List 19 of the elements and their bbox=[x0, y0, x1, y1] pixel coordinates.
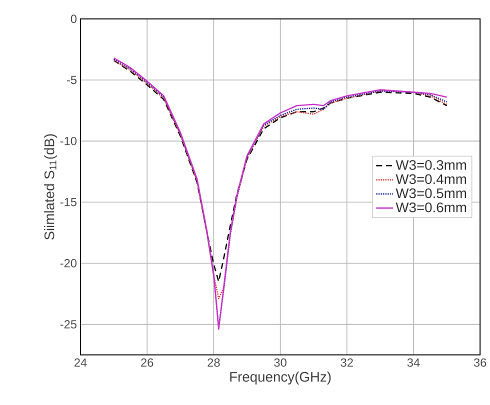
legend-label: W3=0.5mm bbox=[396, 188, 466, 198]
y-tick-label: -20 bbox=[60, 259, 77, 268]
y-axis-title: Siimlated S$_{11}$(dB) bbox=[44, 134, 58, 240]
x-axis-title: Frequency(GHz) bbox=[230, 372, 331, 385]
y-tick-label: -25 bbox=[60, 320, 77, 329]
x-tick-label: 28 bbox=[208, 358, 220, 367]
y-tick-label: -15 bbox=[60, 198, 77, 206]
legend-label: W3=0.3mm bbox=[396, 160, 466, 170]
y-tick-label: 0 bbox=[70, 14, 77, 24]
x-tick-label: 32 bbox=[340, 358, 353, 367]
x-tick-label: 30 bbox=[274, 358, 286, 367]
x-tick-label: 36 bbox=[474, 358, 486, 367]
y-tick-label: -5 bbox=[66, 76, 77, 84]
x-tick-label: 24 bbox=[74, 358, 87, 367]
y-tick-label: -10 bbox=[60, 137, 77, 146]
legend-label: W3=0.6mm bbox=[396, 202, 466, 213]
x-tick-label: 26 bbox=[141, 358, 154, 367]
legend-label: W3=0.4mm bbox=[396, 174, 466, 184]
x-tick-label: 34 bbox=[407, 358, 420, 367]
